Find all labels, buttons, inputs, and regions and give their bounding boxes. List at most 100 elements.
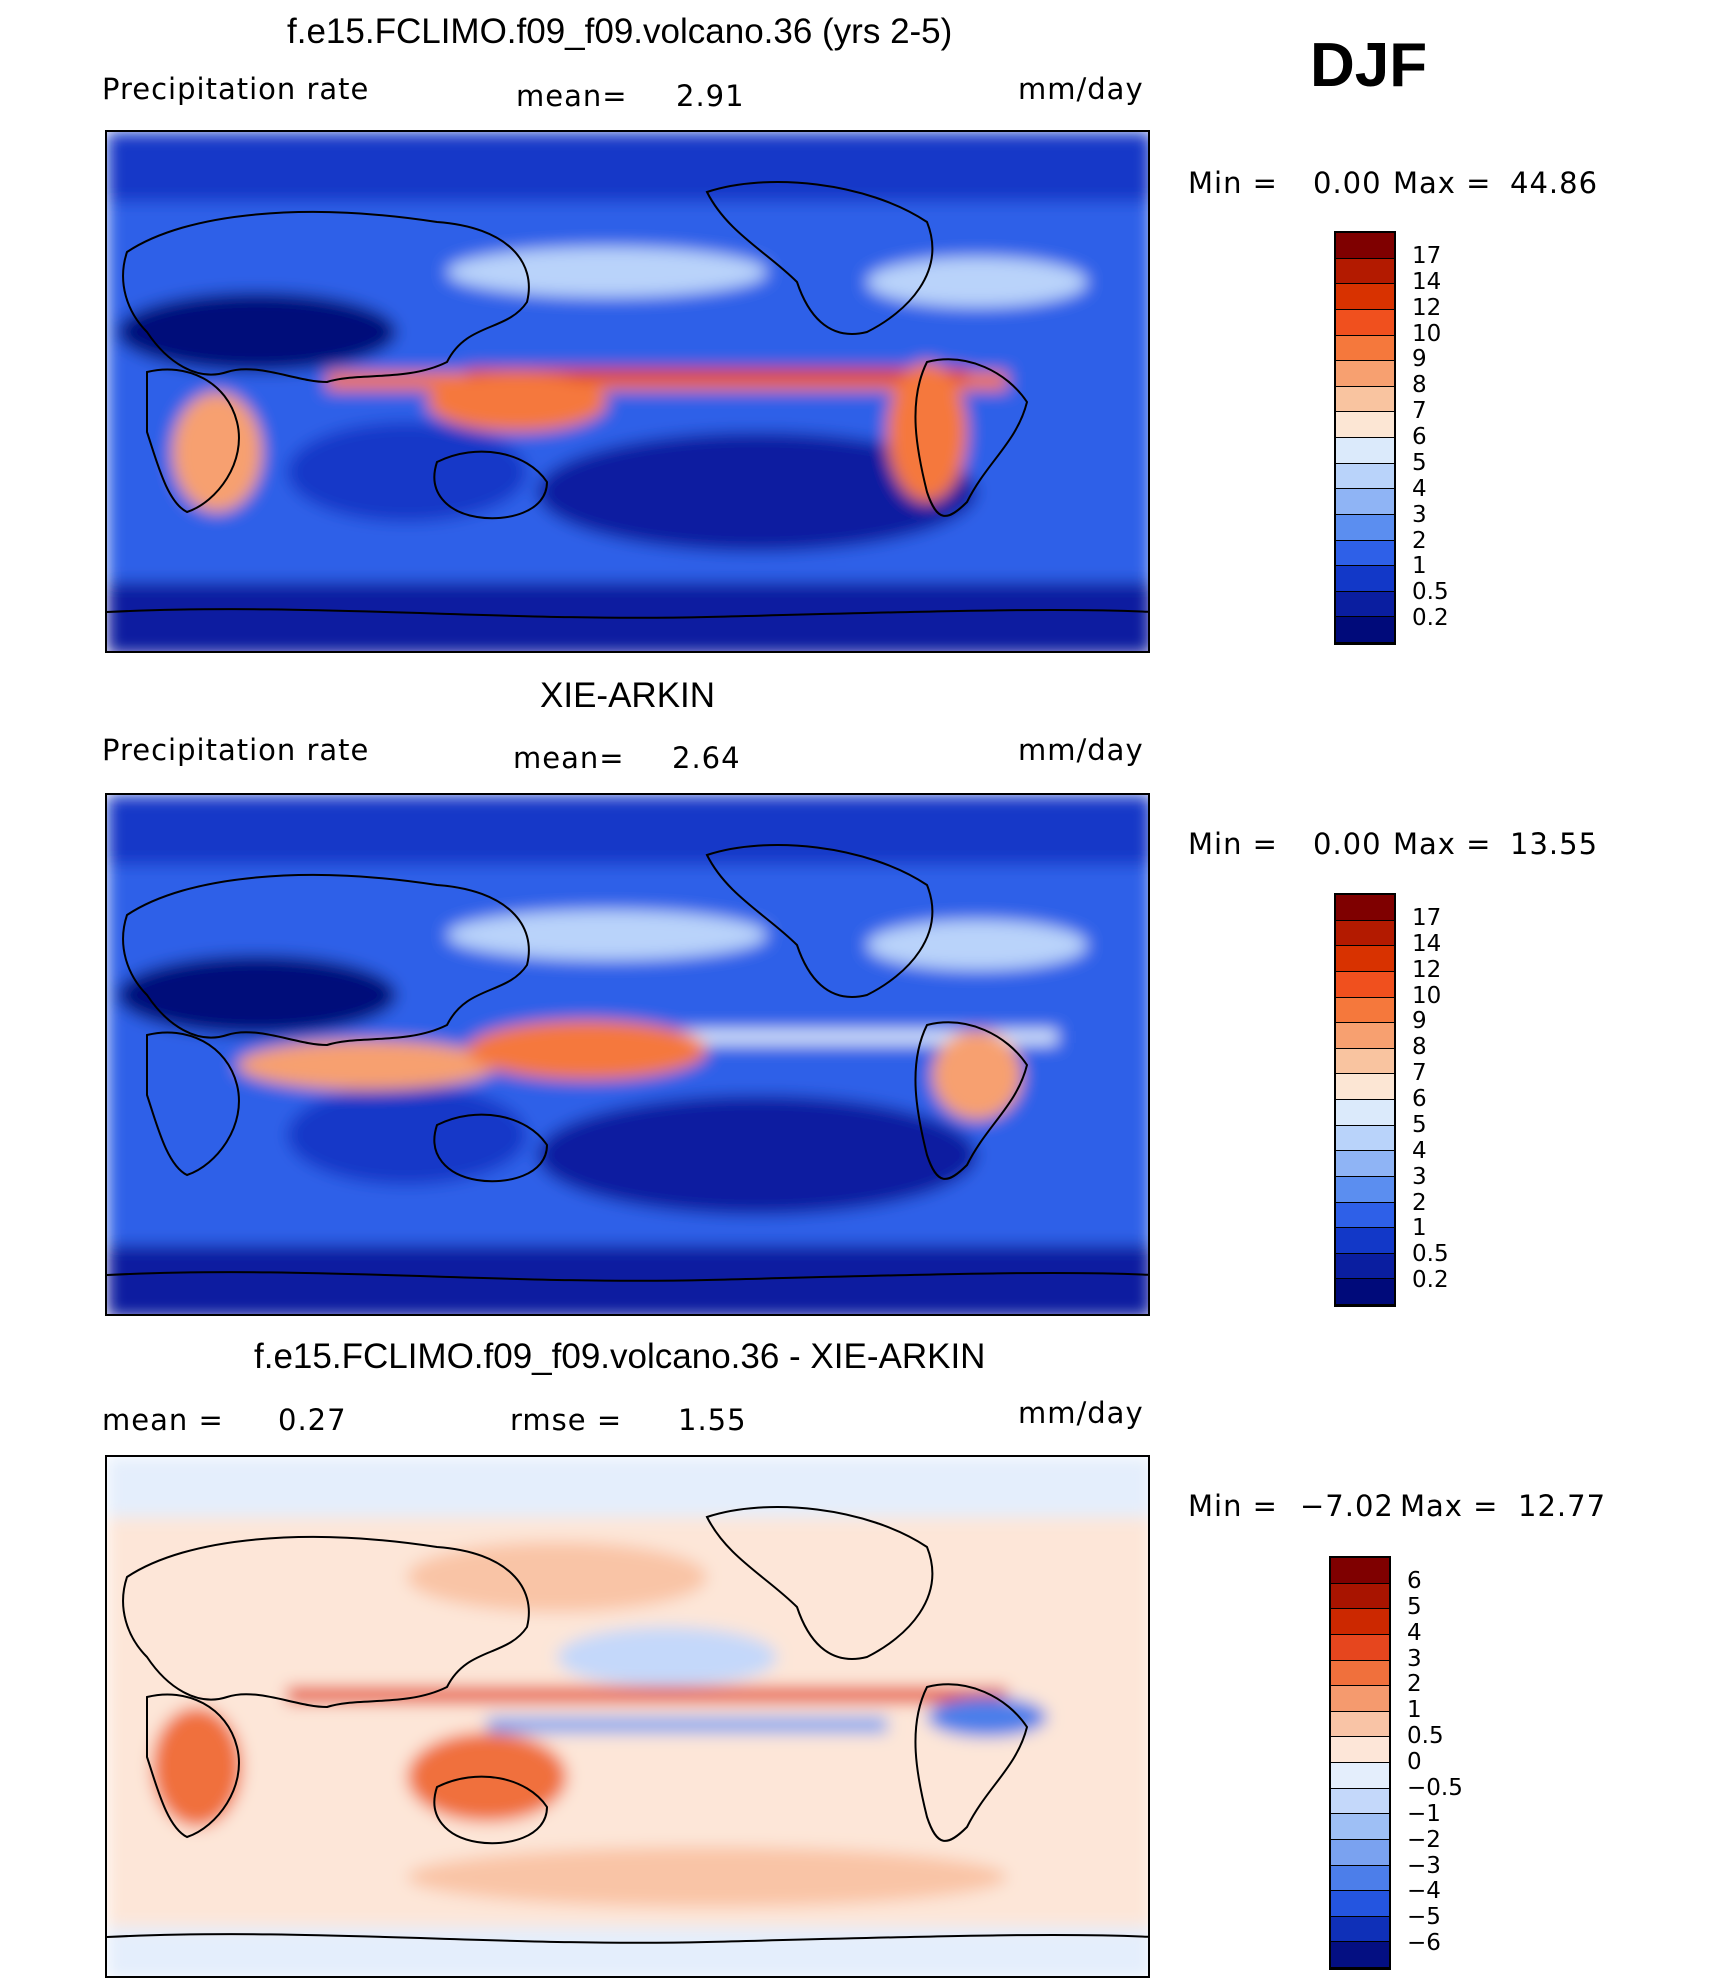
- colorbar-segment: [1331, 1660, 1389, 1687]
- colorbar-tick-label: 7: [1412, 1060, 1427, 1087]
- panel2-field-svg: [107, 795, 1148, 1314]
- panel3-min-label: Min =: [1188, 1489, 1278, 1523]
- colorbar-segment: [1336, 1176, 1394, 1203]
- colorbar-segment: [1336, 1202, 1394, 1229]
- colorbar-tick-label: 3: [1412, 501, 1427, 528]
- colorbar-segment: [1336, 335, 1394, 362]
- colorbar-tick-label: 7: [1412, 398, 1427, 425]
- colorbar-segment: [1331, 1737, 1389, 1763]
- colorbar-segment: [1336, 309, 1394, 336]
- colorbar-tick-label: 1: [1412, 553, 1427, 580]
- colorbar-tick-label: 17: [1412, 904, 1442, 931]
- colorbar-tick-label: −1: [1407, 1800, 1441, 1827]
- panel2-mean-label: mean=: [513, 741, 625, 775]
- panel1-variable-label: Precipitation rate: [102, 72, 370, 106]
- panel2-min-value: 0.00: [1313, 827, 1382, 861]
- panel1-max-label: Max =: [1393, 166, 1492, 200]
- colorbar-segment: [1336, 463, 1394, 490]
- panel3-unit: mm/day: [1018, 1396, 1144, 1430]
- colorbar-segment: [1336, 566, 1394, 592]
- panel2-min-label: Min =: [1188, 827, 1278, 861]
- colorbar-segment: [1331, 1686, 1389, 1712]
- colorbar-tick-label: 17: [1412, 242, 1442, 269]
- panel1-colorbar: [1334, 231, 1396, 645]
- colorbar-segment: [1331, 1634, 1389, 1661]
- colorbar-segment: [1336, 617, 1394, 643]
- season-label: DJF: [1310, 31, 1428, 100]
- colorbar-segment: [1336, 361, 1394, 387]
- colorbar-tick-label: 6: [1412, 1086, 1427, 1112]
- colorbar-tick-label: 0.5: [1407, 1723, 1444, 1750]
- colorbar-segment: [1336, 895, 1394, 921]
- colorbar-tick-label: 0.2: [1412, 605, 1449, 632]
- panel3-min-value: −7.02: [1300, 1489, 1394, 1523]
- panel3-mean-label: mean =: [102, 1403, 224, 1437]
- colorbar-tick-label: 8: [1412, 372, 1427, 399]
- colorbar-segment: [1336, 233, 1394, 259]
- colorbar-tick-label: 10: [1412, 320, 1442, 347]
- colorbar-tick-label: 4: [1407, 1619, 1422, 1646]
- colorbar-segment: [1331, 1583, 1389, 1610]
- panel2-max-label: Max =: [1393, 827, 1492, 861]
- panel2-max-value: 13.55: [1510, 827, 1599, 861]
- colorbar-segment: [1336, 1228, 1394, 1254]
- colorbar-segment: [1336, 946, 1394, 972]
- panel3-rmse-value: 1.55: [678, 1403, 747, 1437]
- colorbar-segment: [1336, 284, 1394, 310]
- colorbar-segment: [1336, 971, 1394, 998]
- panel2-title: XIE-ARKIN: [540, 676, 716, 715]
- panel1-map: [105, 130, 1150, 653]
- colorbar-tick-label: 1: [1407, 1697, 1422, 1724]
- colorbar-segment: [1331, 1839, 1389, 1866]
- colorbar-segment: [1336, 438, 1394, 464]
- colorbar-tick-label: 2: [1407, 1671, 1422, 1698]
- colorbar-tick-label: 0: [1407, 1749, 1422, 1775]
- colorbar-segment: [1331, 1942, 1389, 1968]
- panel3-field-svg: [107, 1457, 1148, 1976]
- colorbar-tick-label: 6: [1412, 424, 1427, 450]
- colorbar-segment: [1336, 997, 1394, 1024]
- colorbar-tick-label: 3: [1407, 1645, 1422, 1672]
- panel2-colorbar: [1334, 893, 1396, 1307]
- colorbar-tick-label: −5: [1407, 1904, 1441, 1931]
- colorbar-tick-label: 5: [1412, 1111, 1427, 1138]
- colorbar-segment: [1331, 1609, 1389, 1635]
- colorbar-tick-label: −3: [1407, 1852, 1441, 1879]
- panel2-variable-label: Precipitation rate: [102, 733, 370, 767]
- colorbar-tick-label: 14: [1412, 930, 1442, 957]
- colorbar-tick-label: 14: [1412, 268, 1442, 295]
- colorbar-segment: [1336, 1151, 1394, 1177]
- panel1-field-svg: [107, 132, 1148, 651]
- panel3-title: f.e15.FCLIMO.f09_f09.volcano.36 - XIE-AR…: [254, 1337, 986, 1376]
- colorbar-tick-label: 4: [1412, 475, 1427, 502]
- colorbar-segment: [1336, 1253, 1394, 1280]
- colorbar-tick-label: 6: [1407, 1567, 1422, 1594]
- colorbar-tick-label: 12: [1412, 956, 1442, 983]
- colorbar-segment: [1331, 1916, 1389, 1943]
- panel3-rmse-label: rmse =: [510, 1403, 623, 1437]
- colorbar-segment: [1336, 1074, 1394, 1100]
- panel3-mean-value: 0.27: [278, 1403, 347, 1437]
- colorbar-tick-label: 5: [1412, 449, 1427, 476]
- colorbar-segment: [1336, 1279, 1394, 1305]
- colorbar-segment: [1331, 1891, 1389, 1917]
- colorbar-segment: [1331, 1763, 1389, 1789]
- colorbar-tick-label: 2: [1412, 527, 1427, 554]
- colorbar-segment: [1336, 489, 1394, 515]
- colorbar-tick-label: 5: [1407, 1593, 1422, 1620]
- colorbar-segment: [1336, 386, 1394, 413]
- colorbar-tick-label: 4: [1412, 1137, 1427, 1164]
- colorbar-segment: [1336, 540, 1394, 567]
- colorbar-tick-label: 8: [1412, 1034, 1427, 1061]
- colorbar-tick-label: −2: [1407, 1826, 1441, 1853]
- colorbar-tick-label: −4: [1407, 1878, 1441, 1905]
- colorbar-segment: [1331, 1788, 1389, 1815]
- panel1-min-label: Min =: [1188, 166, 1278, 200]
- panel1-min-value: 0.00: [1313, 166, 1382, 200]
- panel1-mean-label: mean=: [516, 79, 628, 113]
- panel1-max-value: 44.86: [1510, 166, 1599, 200]
- colorbar-tick-label: 3: [1412, 1163, 1427, 1190]
- colorbar-segment: [1331, 1865, 1389, 1892]
- panel3-map: [105, 1455, 1150, 1978]
- panel3-max-value: 12.77: [1518, 1489, 1607, 1523]
